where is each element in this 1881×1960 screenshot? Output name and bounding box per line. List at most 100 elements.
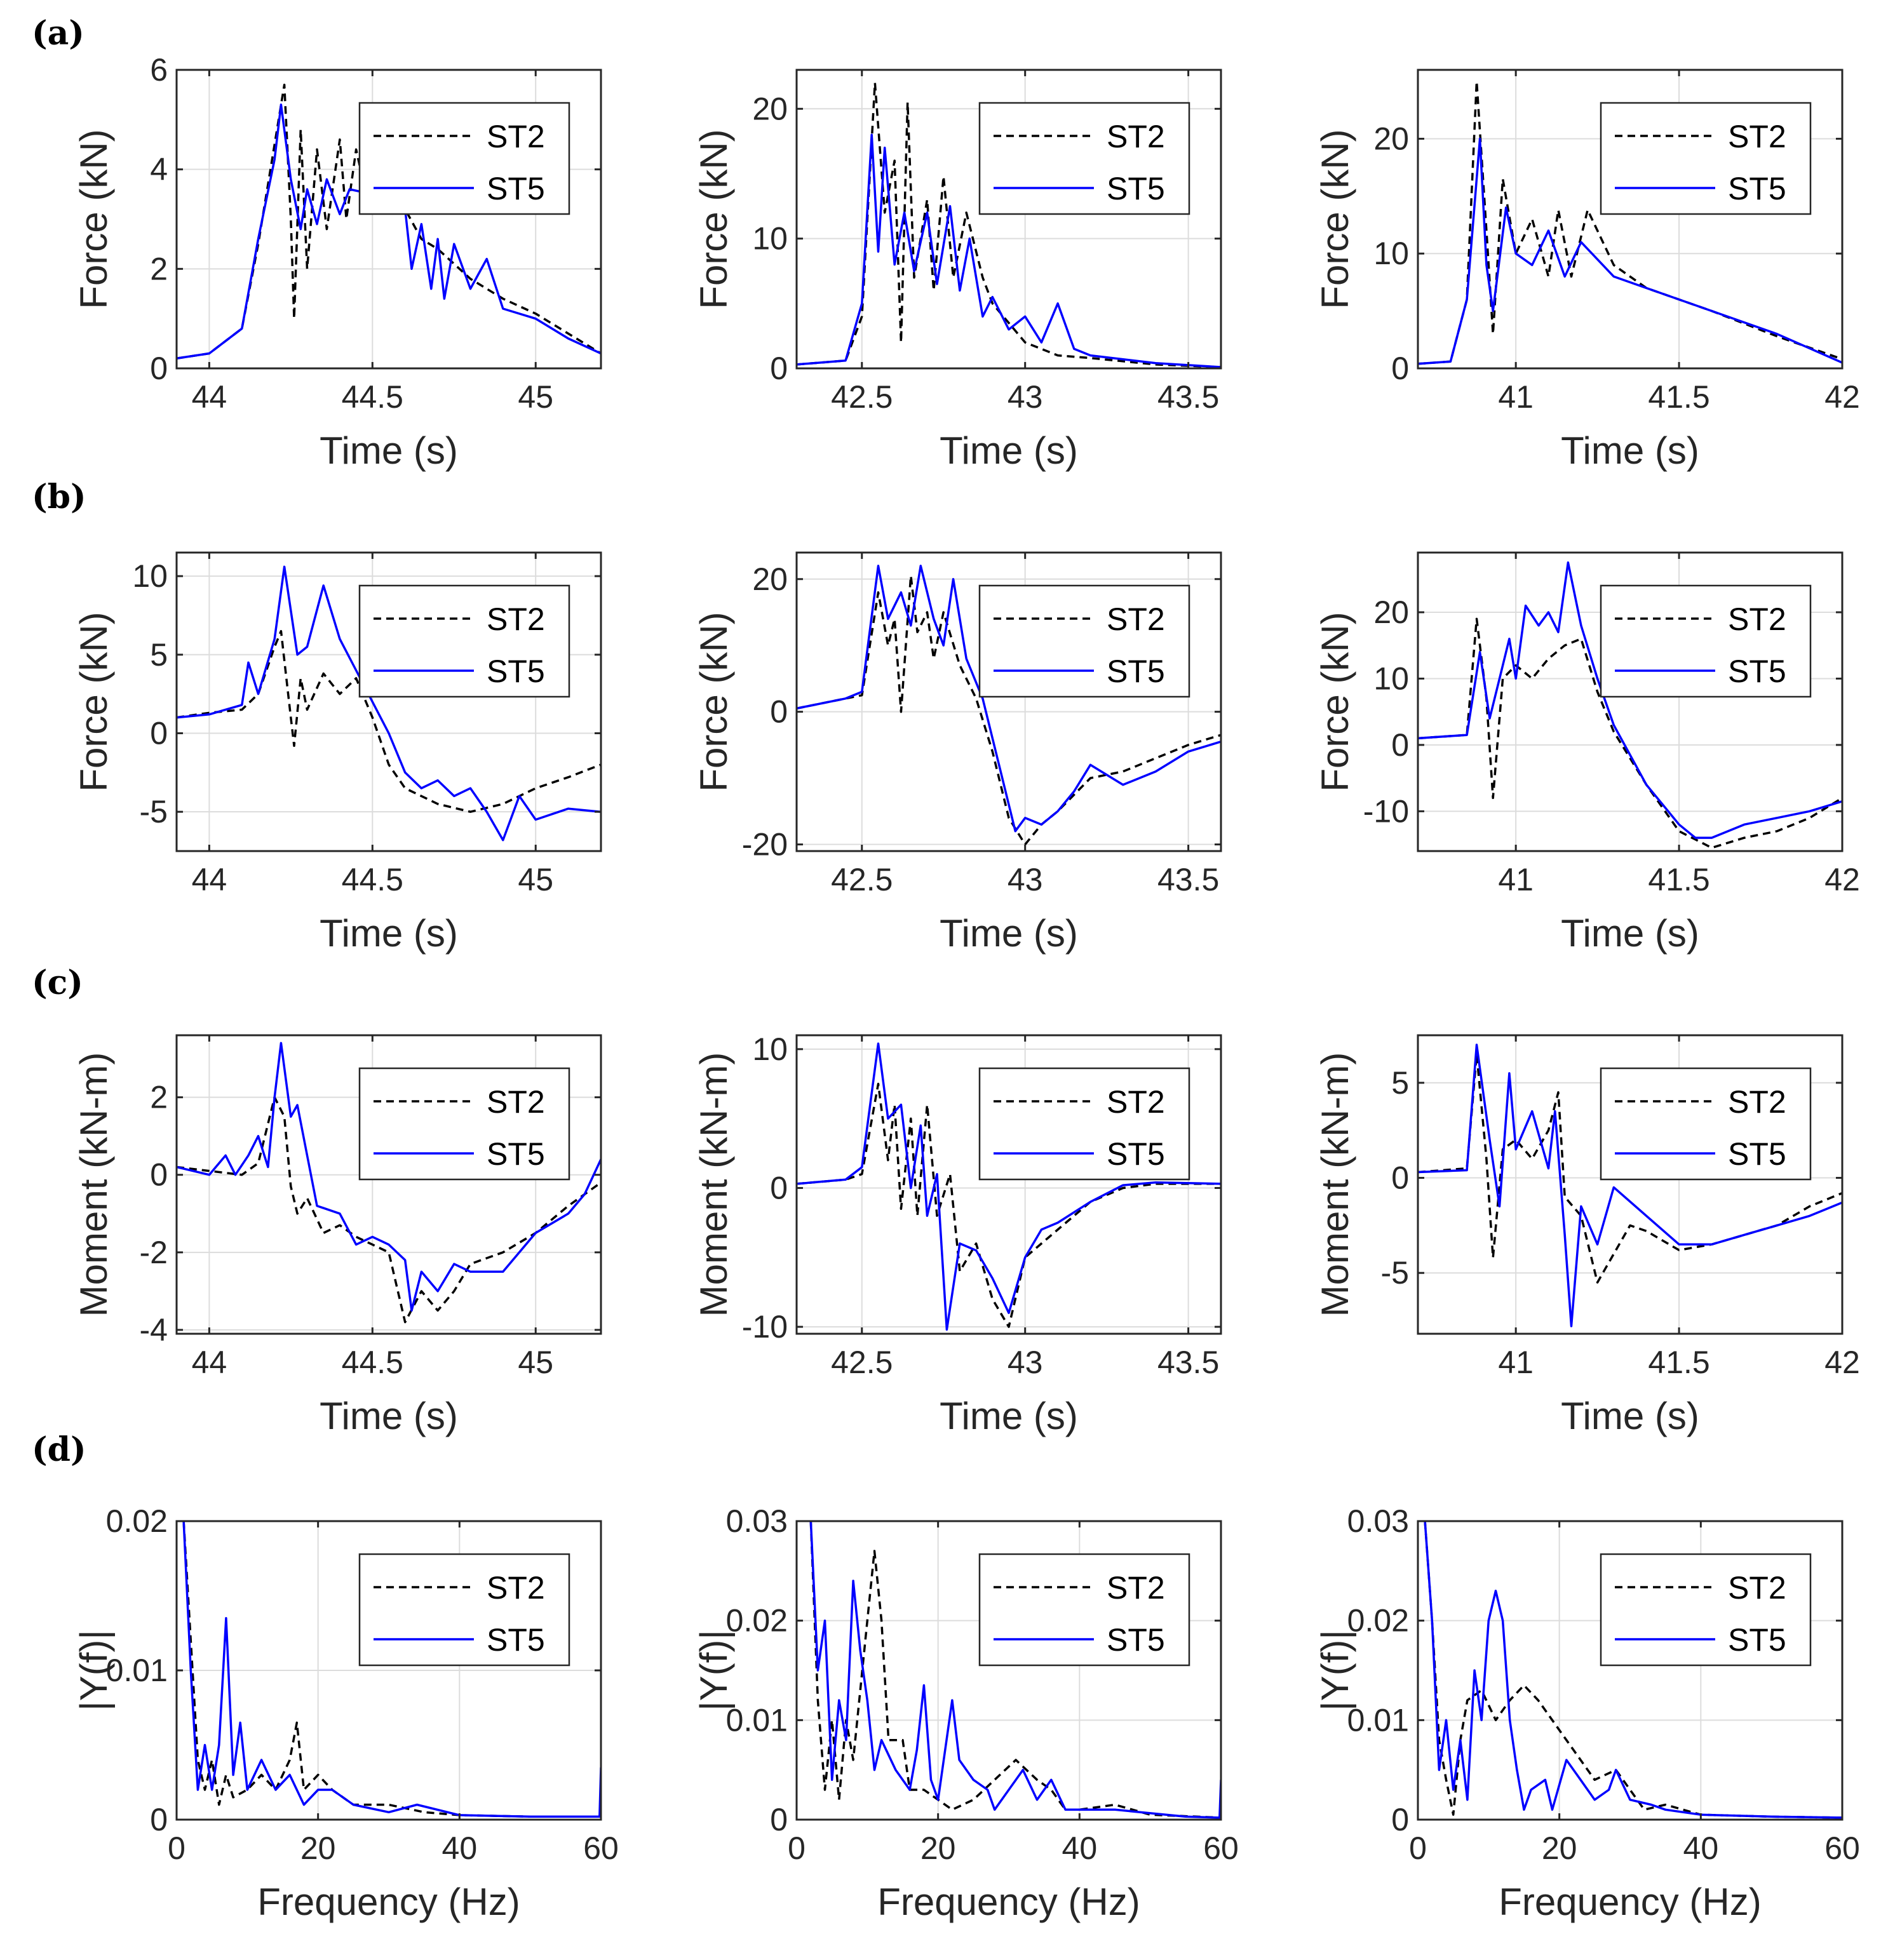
y-tick-label: -2 bbox=[140, 1235, 168, 1270]
legend-label-st5: ST5 bbox=[1107, 654, 1165, 689]
chart-d3: 0 20 40 60 0 0.01 0.02 0.03 Frequency (Hz) |Y(f)|… bbox=[1314, 1503, 1860, 1923]
panel-label-b: (b) bbox=[32, 478, 86, 516]
series-line-st5 bbox=[797, 1042, 1221, 1331]
x-tick-label: 44.5 bbox=[342, 1345, 403, 1380]
series-line-st2 bbox=[177, 83, 601, 360]
series-group bbox=[177, 565, 601, 842]
legend-label-st2: ST2 bbox=[487, 1084, 545, 1120]
legend-label-st5: ST5 bbox=[1107, 171, 1165, 206]
x-axis-label: Time (s) bbox=[1561, 429, 1699, 472]
x-tick-label: 42.5 bbox=[831, 1345, 893, 1380]
legend-label-st5: ST5 bbox=[487, 171, 545, 206]
y-tick-label: 20 bbox=[752, 561, 788, 597]
axes-frame bbox=[795, 69, 1222, 370]
legend-box bbox=[1600, 102, 1812, 215]
x-tick-label: 45 bbox=[518, 379, 553, 415]
x-tick-label: 45 bbox=[518, 1345, 553, 1380]
y-tick-label: -20 bbox=[742, 827, 788, 863]
legend-label-st2: ST2 bbox=[1107, 119, 1165, 154]
x-tick-label: 41.5 bbox=[1648, 1345, 1709, 1380]
y-tick-label: 6 bbox=[150, 52, 168, 88]
legend-box bbox=[1600, 1067, 1812, 1181]
x-tick-label: 45 bbox=[518, 862, 553, 897]
y-tick-label: 5 bbox=[150, 637, 168, 673]
y-axis-label: Force (kN) bbox=[692, 612, 735, 791]
x-tick-label: 42 bbox=[1824, 862, 1860, 897]
panel-label-c: (c) bbox=[32, 963, 83, 1002]
legend-label-st2: ST2 bbox=[1728, 1084, 1786, 1120]
legend-box bbox=[358, 584, 570, 698]
series-line-st5 bbox=[177, 565, 601, 842]
y-tick-label: -5 bbox=[140, 794, 168, 829]
legend-label-st5: ST5 bbox=[1728, 654, 1786, 689]
y-tick-label: 20 bbox=[752, 91, 788, 126]
series-group bbox=[797, 565, 1221, 846]
y-tick-label: 0 bbox=[1391, 351, 1409, 386]
x-axis-label: Frequency (Hz) bbox=[877, 1881, 1140, 1923]
series-group bbox=[797, 81, 1221, 368]
y-axis-label: |Y(f)| bbox=[72, 1630, 115, 1711]
y-tick-label: 0 bbox=[770, 1170, 788, 1205]
legend-label-st2: ST2 bbox=[1107, 1570, 1165, 1606]
x-tick-label: 40 bbox=[442, 1830, 478, 1866]
series-line-st5 bbox=[177, 1042, 601, 1312]
panel-label-d: (d) bbox=[32, 1430, 86, 1469]
y-tick-label: 0 bbox=[1391, 1802, 1409, 1837]
series-line-st2 bbox=[1424, 1521, 1842, 1819]
x-tick-label: 60 bbox=[583, 1830, 619, 1866]
x-tick-label: 41.5 bbox=[1648, 862, 1709, 897]
series-line-st5 bbox=[809, 1521, 1221, 1819]
legend-label-st2: ST2 bbox=[1107, 601, 1165, 637]
series-line-st2 bbox=[797, 81, 1221, 368]
x-tick-label: 44 bbox=[192, 862, 227, 897]
x-tick-label: 60 bbox=[1824, 1830, 1860, 1866]
y-tick-label: 4 bbox=[150, 152, 168, 187]
y-tick-label: 0.02 bbox=[106, 1503, 168, 1539]
legend-box bbox=[358, 102, 570, 215]
y-tick-label: 0 bbox=[770, 694, 788, 730]
y-tick-label: 0 bbox=[1391, 1160, 1409, 1196]
x-tick-label: 20 bbox=[920, 1830, 956, 1866]
axes-frame bbox=[1417, 1034, 1844, 1335]
axes-frame bbox=[795, 1034, 1222, 1335]
axes-frame bbox=[1417, 69, 1844, 370]
axes-frame bbox=[175, 69, 602, 370]
y-axis-label: Moment (kN-m) bbox=[72, 1052, 115, 1317]
y-tick-label: 2 bbox=[150, 1080, 168, 1115]
x-tick-label: 40 bbox=[1062, 1830, 1098, 1866]
y-tick-label: 20 bbox=[1373, 594, 1409, 630]
x-tick-label: 20 bbox=[300, 1830, 336, 1866]
y-tick-label: -10 bbox=[742, 1309, 788, 1345]
y-tick-label: 10 bbox=[752, 221, 788, 257]
y-tick-label: 5 bbox=[1391, 1065, 1409, 1101]
series-line-st5 bbox=[1418, 1044, 1842, 1327]
series-group bbox=[1424, 1521, 1842, 1819]
x-tick-label: 20 bbox=[1542, 1830, 1577, 1866]
y-tick-label: 0 bbox=[770, 351, 788, 386]
y-tick-label: 0.03 bbox=[1347, 1503, 1409, 1539]
axes-frame bbox=[1417, 551, 1844, 852]
legend-label-st5: ST5 bbox=[487, 1622, 545, 1658]
y-tick-label: 0.01 bbox=[1347, 1702, 1409, 1738]
x-tick-label: 41 bbox=[1498, 1345, 1534, 1380]
x-tick-label: 43 bbox=[1008, 379, 1043, 415]
series-line-st5 bbox=[1418, 137, 1842, 365]
series-line-st5 bbox=[182, 1521, 601, 1818]
series-group bbox=[177, 1042, 601, 1324]
x-tick-label: 43.5 bbox=[1157, 1345, 1219, 1380]
x-tick-label: 43.5 bbox=[1157, 862, 1219, 897]
x-tick-label: 42 bbox=[1824, 379, 1860, 415]
y-axis-label: Moment (kN-m) bbox=[1314, 1052, 1356, 1317]
x-axis-label: Time (s) bbox=[320, 429, 458, 472]
